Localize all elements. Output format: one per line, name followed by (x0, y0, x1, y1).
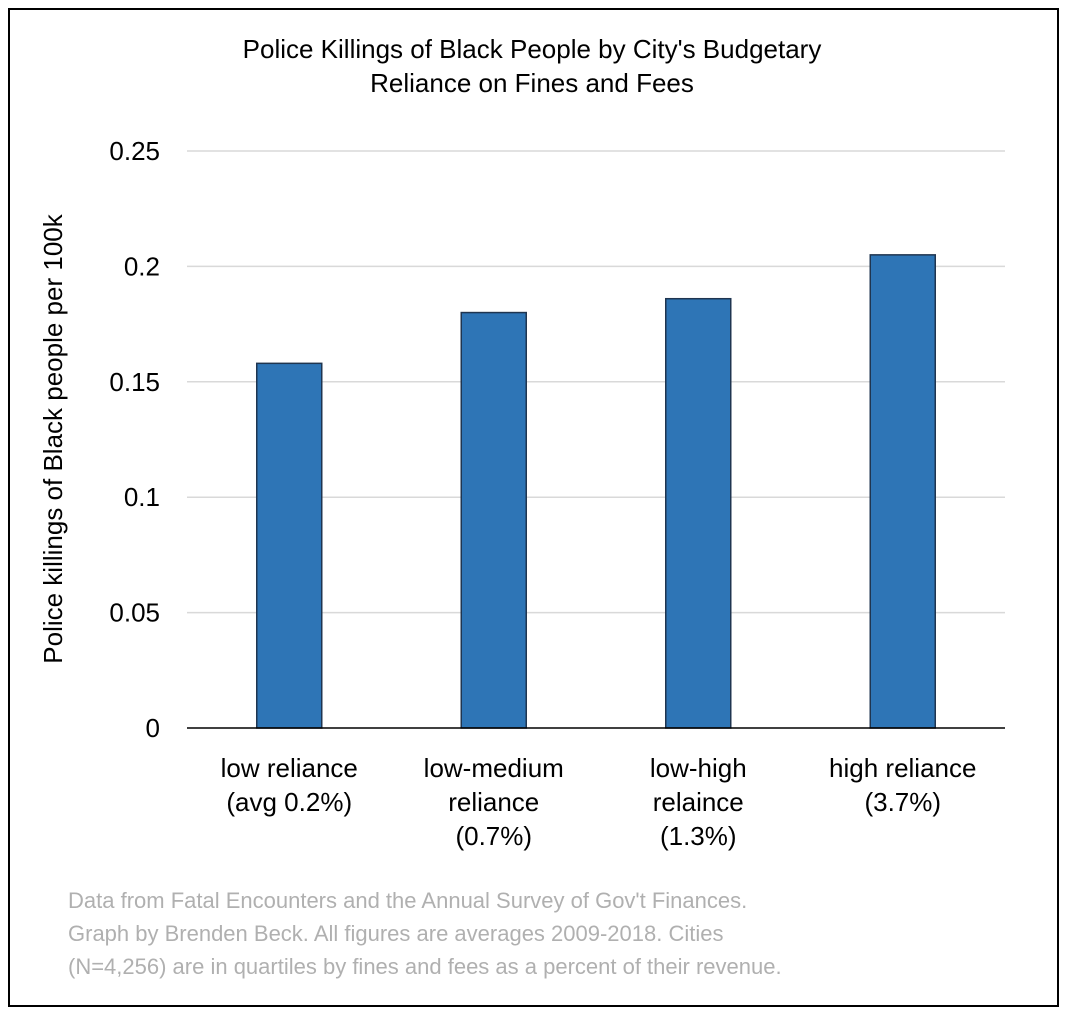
x-category-label: low-high (650, 753, 747, 783)
x-category-label: (0.7%) (455, 821, 532, 851)
y-axis-ticks: 0 0.05 0.1 0.15 0.2 0.25 (109, 136, 160, 743)
y-tick-label: 0.05 (109, 598, 160, 628)
y-tick-label: 0.2 (124, 251, 160, 281)
x-category-label: high reliance (829, 753, 976, 783)
chart-frame: Police Killings of Black People by City'… (8, 8, 1059, 1007)
source-note-line: Data from Fatal Encounters and the Annua… (68, 888, 747, 913)
gridlines (187, 150, 1005, 614)
chart-title-line: Police Killings of Black People by City'… (243, 34, 822, 64)
bars (256, 254, 936, 729)
bar (256, 362, 323, 729)
bar (869, 254, 936, 729)
x-axis-categories: low reliance (avg 0.2%) low-medium reliance… (221, 753, 977, 851)
x-category-label: (3.7%) (864, 787, 941, 817)
x-category-label: (avg 0.2%) (226, 787, 352, 817)
chart-title-line: Reliance on Fines and Fees (370, 68, 694, 98)
y-tick-label: 0.25 (109, 136, 160, 166)
y-tick-label: 0.1 (124, 482, 160, 512)
y-axis-label: Police killings of Black people per 100k (38, 213, 68, 663)
source-note-line: (N=4,256) are in quartiles by fines and … (68, 954, 782, 979)
bar (665, 297, 732, 729)
bar-chart: Police Killings of Black People by City'… (38, 34, 1005, 979)
chart-title: Police Killings of Black People by City'… (243, 34, 822, 98)
x-category-label: reliance (448, 787, 539, 817)
y-tick-label: 0.15 (109, 367, 160, 397)
x-category-label: (1.3%) (660, 821, 737, 851)
y-tick-label: 0 (146, 713, 160, 743)
bar (460, 311, 527, 729)
x-category-label: relaince (653, 787, 744, 817)
source-note-line: Graph by Brenden Beck. All figures are a… (68, 921, 724, 946)
x-category-label: low-medium (424, 753, 564, 783)
source-note: Data from Fatal Encounters and the Annua… (68, 888, 782, 979)
x-category-label: low reliance (221, 753, 358, 783)
